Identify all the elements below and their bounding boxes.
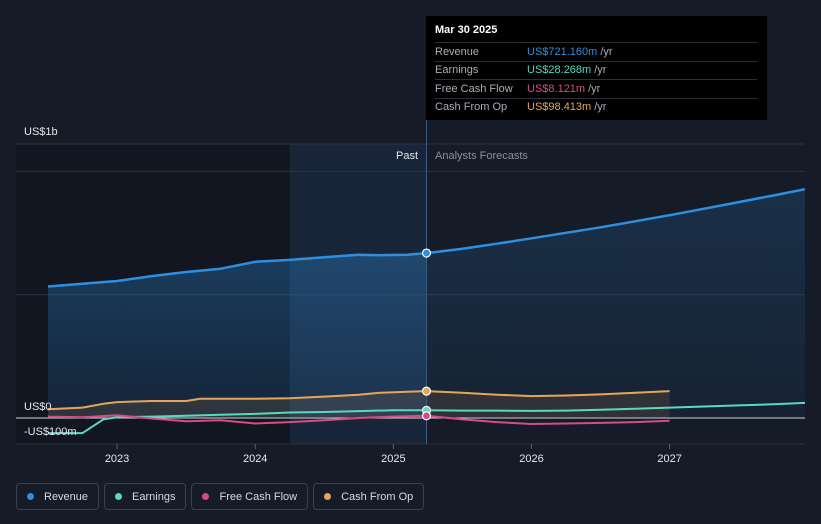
tooltip-unit: /yr <box>600 45 613 58</box>
x-tick-label: 2025 <box>381 453 405 465</box>
free-cash-flow-line <box>47 414 670 425</box>
tooltip-value: US$8.121m <box>527 82 586 95</box>
tooltip-row-earnings: Earnings US$28.268m /yr <box>435 60 757 80</box>
series-areas <box>48 189 805 418</box>
past-label: Past <box>396 150 419 162</box>
legend-dot-icon <box>324 493 332 500</box>
legend-label: Earnings <box>132 490 176 503</box>
y-axis-top-label: US$1b <box>24 126 58 138</box>
x-axis-ticks: 2023 2024 2025 2026 2027 <box>105 444 682 465</box>
legend-dot-icon <box>27 493 34 500</box>
highlight-markers <box>421 248 432 421</box>
legend-label: Cash From Op <box>341 490 414 503</box>
tooltip-label: Earnings <box>435 64 479 77</box>
y-axis-zero-label: US$0 <box>24 401 52 413</box>
legend-item-cash-from-op[interactable]: Cash From Op <box>313 483 425 510</box>
tooltip-value: US$98.413m <box>527 101 592 114</box>
chart-legend: Revenue Earnings Free Cash Flow Cash Fro… <box>16 483 425 510</box>
legend-label: Free Cash Flow <box>219 490 298 503</box>
highlight-marker-free-cash-flow <box>421 411 432 421</box>
tooltip-row-revenue: Revenue US$721.160m /yr <box>435 42 757 61</box>
highlight-marker-revenue <box>421 248 432 258</box>
revenue-area-past <box>48 253 427 418</box>
series-lines <box>47 187 806 435</box>
cash-from-op-line <box>47 390 670 411</box>
x-tick-label: 2027 <box>657 453 681 465</box>
tooltip-date: Mar 30 2025 <box>435 24 498 36</box>
y-axis-negative-label: -US$100m <box>24 426 77 438</box>
x-tick-label: 2026 <box>519 453 543 465</box>
forecast-label: Analysts Forecasts <box>435 150 528 162</box>
data-tooltip: Mar 30 2025 Revenue US$721.160m /yr Earn… <box>426 16 767 120</box>
x-tick-label: 2024 <box>243 453 267 465</box>
tooltip-unit: /yr <box>594 101 607 114</box>
tooltip-value: US$721.160m <box>527 45 598 58</box>
tooltip-label: Free Cash Flow <box>435 82 513 95</box>
tooltip-label: Cash From Op <box>435 101 508 114</box>
tooltip-label: Revenue <box>435 45 480 58</box>
revenue-line <box>47 187 806 288</box>
legend-item-earnings[interactable]: Earnings <box>104 483 187 510</box>
legend-item-revenue[interactable]: Revenue <box>16 483 100 510</box>
highlight-marker-cash-from-op <box>421 386 432 396</box>
tooltip-unit: /yr <box>594 64 607 77</box>
revenue-area-forecast <box>426 189 805 418</box>
legend-label: Revenue <box>44 490 89 503</box>
x-tick-label: 2023 <box>105 453 129 465</box>
tooltip-row-cash-from-op: Cash From Op US$98.413m /yr <box>435 97 757 117</box>
tooltip-row-free-cash-flow: Free Cash Flow US$8.121m /yr <box>435 79 757 98</box>
earnings-line <box>48 401 806 435</box>
tooltip-unit: /yr <box>588 82 601 95</box>
legend-item-free-cash-flow[interactable]: Free Cash Flow <box>191 483 309 510</box>
legend-dot-icon <box>202 493 210 500</box>
legend-dot-icon <box>115 493 123 500</box>
tooltip-value: US$28.268m <box>527 64 592 77</box>
